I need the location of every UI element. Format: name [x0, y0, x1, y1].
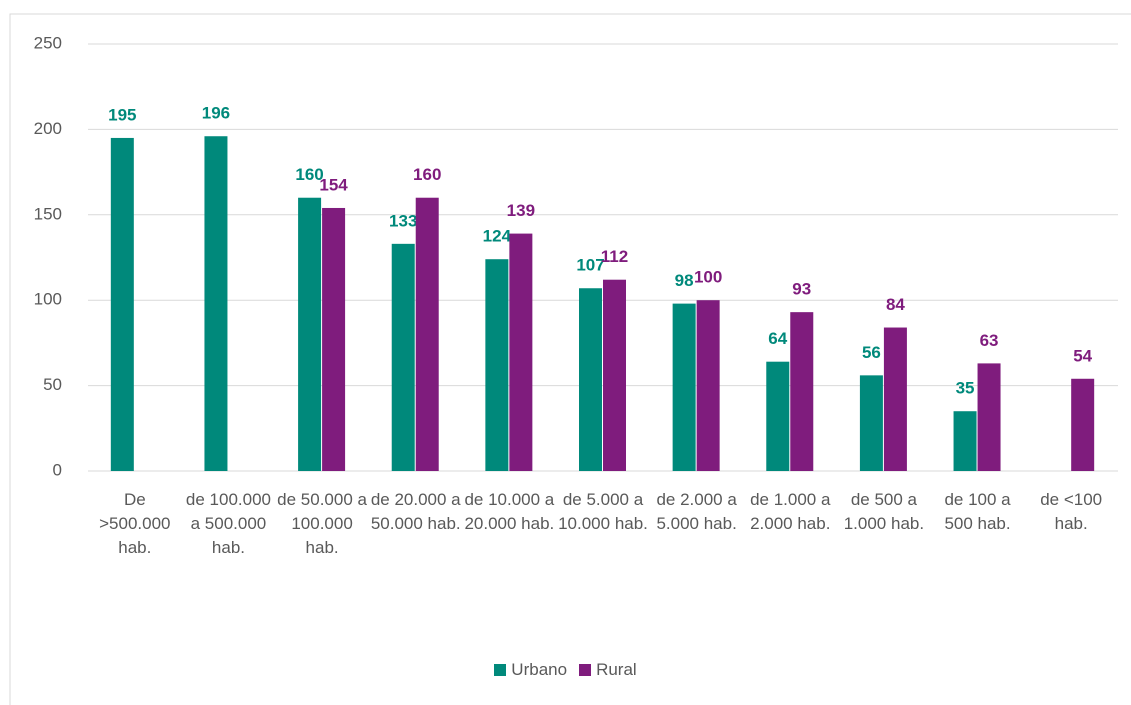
y-tick-label: 100: [34, 290, 62, 309]
legend-label: Urbano: [511, 660, 568, 679]
bar: [485, 259, 509, 471]
x-tick-label: de 5.000 a 10.000 hab.: [558, 490, 648, 533]
x-tick-label: De >500.000 hab.: [99, 490, 171, 557]
legend: Urbano Rural: [0, 660, 1131, 681]
data-label: 100: [694, 268, 722, 287]
data-label: 54: [1073, 346, 1092, 365]
data-label: 124: [483, 227, 512, 246]
data-label: 112: [601, 247, 628, 266]
legend-swatch: [579, 664, 592, 676]
data-label: 56: [862, 343, 881, 362]
bar: [672, 303, 696, 471]
data-label: 133: [389, 211, 417, 230]
data-label: 160: [295, 165, 323, 184]
bar: [883, 327, 907, 471]
bar: [204, 136, 228, 471]
x-tick-label: de 2.000 a 5.000 hab.: [656, 490, 737, 533]
legend-item: Urbano: [494, 660, 567, 680]
data-label: 64: [768, 329, 787, 348]
data-label: 84: [886, 295, 905, 314]
bar: [603, 279, 626, 471]
x-tick-label: de 50.000 a 100.000 hab.: [277, 490, 367, 557]
data-label: 93: [792, 280, 811, 299]
bar: [696, 300, 720, 471]
data-label: 196: [202, 104, 230, 123]
data-label: 63: [980, 331, 999, 350]
bar: [110, 137, 134, 471]
chart-border: [9, 13, 1131, 705]
data-label: 35: [956, 379, 975, 398]
x-tick-label: de 1.000 a 2.000 hab.: [750, 490, 831, 533]
y-tick-label: 150: [34, 204, 62, 223]
x-tick-label: de 10.000 a 20.000 hab.: [464, 490, 555, 533]
y-tick-label: 250: [34, 33, 62, 52]
bar: [298, 197, 322, 471]
bar: [415, 197, 439, 471]
legend-item: Rural: [579, 660, 637, 680]
y-tick-label: 200: [34, 119, 62, 138]
data-label: 98: [675, 271, 694, 290]
bar: [579, 288, 602, 471]
x-tick-label: de 100.000 a 500.000 hab.: [185, 490, 271, 557]
x-tick-label: de 500 a 1.000 hab.: [843, 490, 925, 533]
legend-label: Rural: [596, 660, 637, 679]
bar: [509, 233, 533, 471]
x-tick-label: de 20.000 a 50.000 hab.: [370, 490, 461, 533]
y-tick-label: 0: [53, 460, 62, 479]
x-tick-label: de 100 a 500 hab.: [944, 490, 1011, 533]
data-label: 139: [507, 201, 535, 220]
bar: [859, 375, 883, 471]
bar: [1071, 378, 1095, 471]
bar: [322, 207, 346, 471]
data-label: 195: [108, 105, 136, 124]
bar: [977, 363, 1001, 471]
bar: [391, 243, 415, 471]
legend-swatch: [494, 664, 507, 676]
bar: [766, 361, 790, 471]
data-label: 160: [413, 165, 441, 184]
data-label: 154: [319, 175, 348, 194]
data-label: 107: [576, 256, 604, 275]
bar: [953, 411, 977, 471]
bar: [790, 312, 814, 471]
x-tick-label: de <100 hab.: [1040, 490, 1103, 533]
y-tick-label: 50: [43, 375, 62, 394]
